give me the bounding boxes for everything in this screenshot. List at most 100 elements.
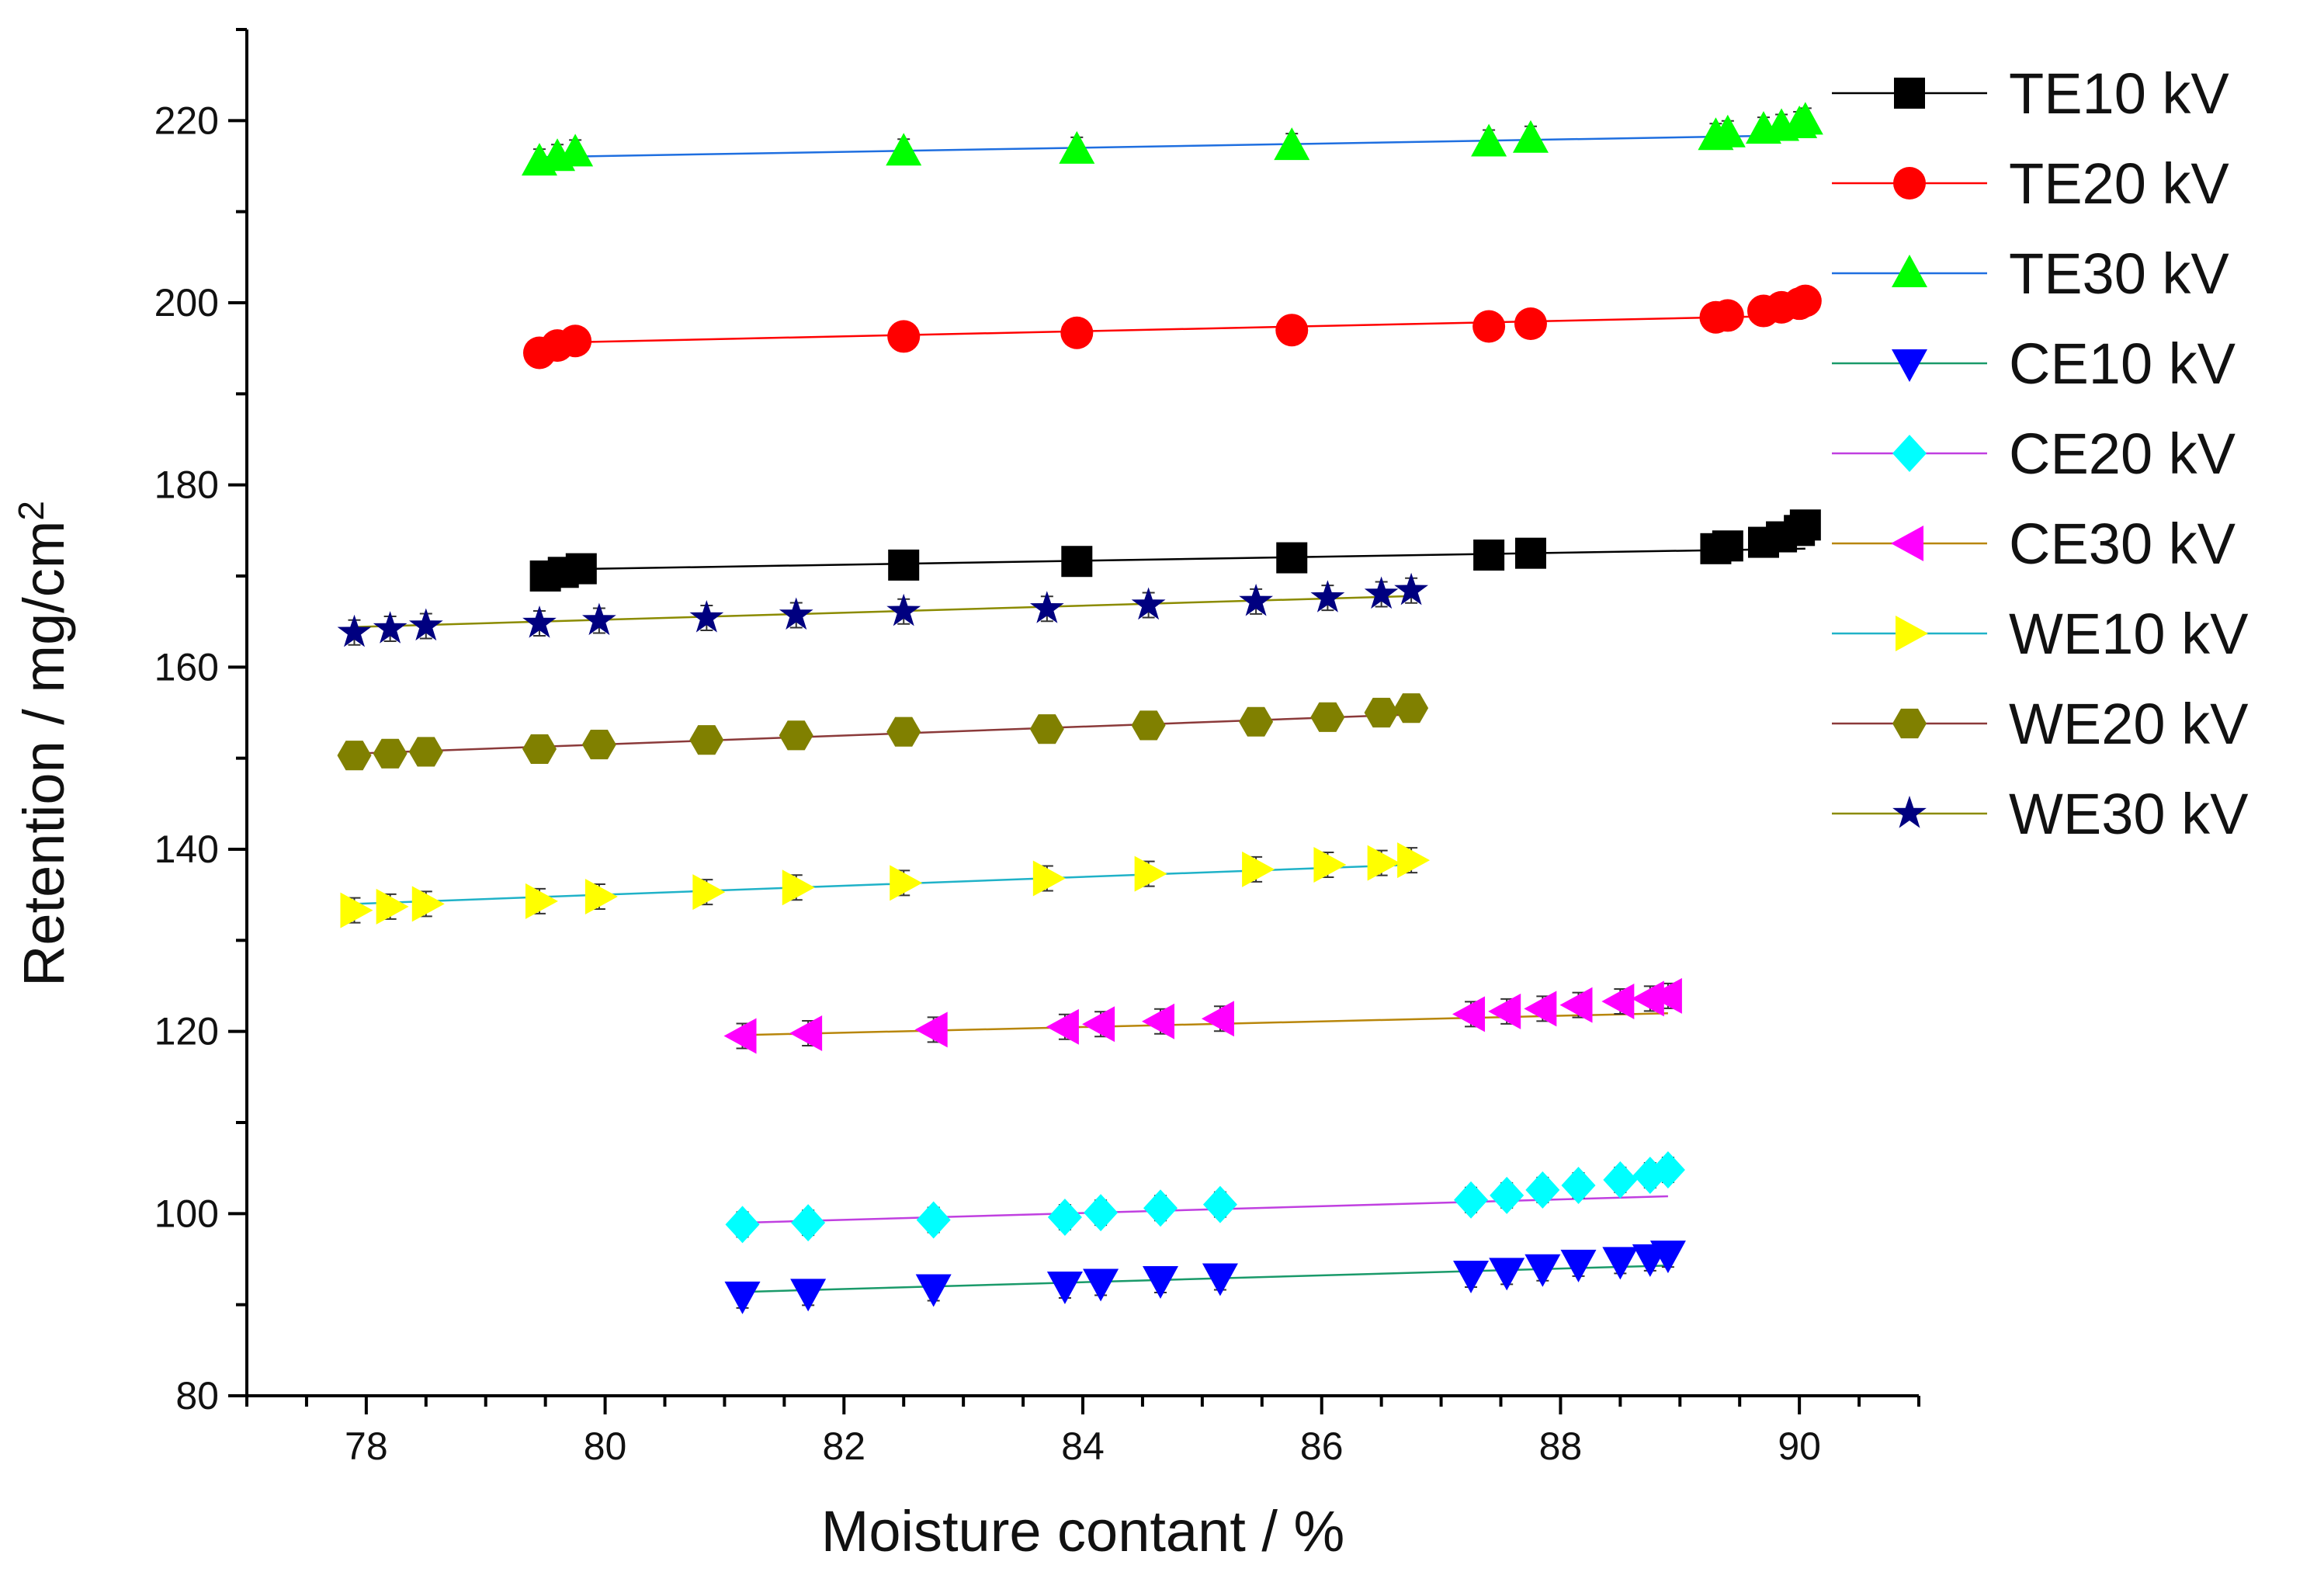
- y-axis-title-base: Retention / mg/cm: [12, 521, 76, 987]
- legend-marker-we10-kv: [1896, 616, 1928, 651]
- data-point-we20-kv: [408, 737, 443, 767]
- data-point-we10-kv: [890, 865, 923, 901]
- data-point-te30-kv: [1787, 102, 1823, 135]
- legend-marker-ce20-kv: [1892, 435, 1927, 472]
- legend-label: TE30 kV: [2009, 241, 2229, 306]
- data-point-we10-kv: [782, 869, 815, 906]
- data-point-we20-kv: [886, 717, 921, 747]
- data-point-we10-kv: [411, 886, 445, 922]
- legend-item-ce30-kv: CE30 kV: [1832, 512, 2236, 576]
- fit-line-te10-kv: [545, 547, 1805, 571]
- data-point-we10-kv: [1367, 845, 1400, 881]
- data-point-we20-kv: [1131, 710, 1166, 741]
- data-point-ce30-kv: [1559, 987, 1593, 1023]
- data-point-we30-kv: [522, 606, 557, 638]
- data-point-ce30-kv: [1201, 1001, 1234, 1037]
- legend-marker-ce10-kv: [1892, 349, 1927, 382]
- data-point-we10-kv: [692, 874, 726, 911]
- y-tick-label: 100: [154, 1192, 219, 1235]
- data-point-ce20-kv: [1603, 1161, 1638, 1199]
- y-axis-title: Retention / mg/cm2: [11, 501, 76, 987]
- y-tick-label: 200: [154, 281, 219, 324]
- data-point-te20-kv: [1514, 307, 1547, 340]
- legend-label: CE20 kV: [2009, 422, 2236, 486]
- data-point-ce20-kv: [916, 1201, 951, 1239]
- data-point-we10-kv: [1134, 855, 1167, 892]
- data-point-ce10-kv: [790, 1279, 827, 1312]
- data-point-te30-kv: [1512, 120, 1549, 153]
- legend-item-te10-kv: TE10 kV: [1832, 61, 2229, 126]
- data-point-ce20-kv: [1525, 1171, 1560, 1209]
- data-point-ce30-kv: [1488, 993, 1521, 1029]
- data-point-te30-kv: [1709, 114, 1746, 147]
- data-point-we10-kv: [1032, 860, 1066, 897]
- data-point-we30-kv: [779, 597, 813, 630]
- y-tick-label: 120: [154, 1010, 219, 1053]
- x-tick-label: 88: [1539, 1425, 1583, 1468]
- data-point-te10-kv: [1712, 530, 1743, 562]
- data-point-te30-kv: [1059, 130, 1095, 164]
- data-point-ce20-kv: [725, 1206, 760, 1244]
- x-tick-label: 78: [345, 1425, 388, 1468]
- data-point-ce30-kv: [1452, 996, 1486, 1032]
- data-point-ce10-kv: [1489, 1258, 1525, 1291]
- data-point-te10-kv: [565, 553, 597, 585]
- data-point-te30-kv: [557, 134, 594, 167]
- data-point-we20-kv: [1239, 706, 1274, 737]
- data-point-ce10-kv: [1453, 1260, 1490, 1293]
- legend-label: TE20 kV: [2009, 151, 2229, 216]
- y-tick-label: 80: [175, 1374, 219, 1418]
- data-point-we10-kv: [1313, 846, 1347, 883]
- data-point-we20-kv: [1310, 702, 1345, 732]
- data-point-ce20-kv: [1202, 1185, 1237, 1223]
- data-point-te10-kv: [1789, 509, 1821, 541]
- data-point-te10-kv: [1473, 540, 1505, 571]
- data-point-we30-kv: [1239, 583, 1273, 616]
- data-point-we20-kv: [337, 741, 372, 771]
- data-point-we30-kv: [1310, 580, 1345, 612]
- data-point-we20-kv: [373, 738, 408, 769]
- data-point-ce30-kv: [1524, 991, 1557, 1027]
- data-point-ce30-kv: [723, 1018, 757, 1054]
- data-point-ce10-kv: [1524, 1254, 1561, 1287]
- legend-label: CE10 kV: [2009, 331, 2236, 396]
- data-point-we30-kv: [1394, 572, 1428, 606]
- fit-line-te30-kv: [545, 134, 1805, 158]
- data-point-ce30-kv: [1046, 1008, 1079, 1045]
- data-point-te30-kv: [1274, 127, 1310, 161]
- legend-item-we20-kv: WE20 kV: [1832, 692, 2249, 756]
- x-tick-label: 84: [1061, 1425, 1105, 1468]
- y-tick-label: 140: [154, 828, 219, 871]
- data-point-we10-kv: [1242, 851, 1275, 887]
- legend-item-we10-kv: WE10 kV: [1832, 602, 2249, 666]
- data-point-ce10-kv: [1046, 1272, 1083, 1305]
- data-point-we30-kv: [582, 602, 616, 636]
- fit-line-te20-kv: [545, 314, 1805, 344]
- data-point-ce30-kv: [1601, 983, 1635, 1019]
- data-point-ce30-kv: [914, 1012, 948, 1048]
- data-point-ce20-kv: [1650, 1151, 1685, 1189]
- data-point-te10-kv: [1061, 546, 1093, 578]
- fit-line-ce30-kv: [742, 1012, 1668, 1036]
- data-point-we20-kv: [1394, 693, 1429, 724]
- data-point-we30-kv: [1131, 587, 1166, 620]
- data-point-te20-kv: [887, 320, 921, 353]
- legend-item-we30-kv: WE30 kV: [1832, 782, 2249, 846]
- data-point-ce10-kv: [1143, 1265, 1179, 1299]
- data-point-ce10-kv: [1560, 1249, 1597, 1282]
- data-point-ce10-kv: [724, 1281, 761, 1314]
- x-axis-title: Moisture contant / %: [821, 1499, 1345, 1563]
- data-point-ce30-kv: [1649, 977, 1682, 1014]
- data-point-te20-kv: [559, 324, 592, 358]
- data-point-we10-kv: [340, 892, 373, 928]
- x-tick-label: 90: [1778, 1425, 1821, 1468]
- y-tick-label: 180: [154, 463, 219, 507]
- legend: TE10 kV TE20 kV TE30 kV CE10 kV CE20 kV CE30 …: [1832, 61, 2249, 846]
- data-point-ce20-kv: [1084, 1194, 1119, 1232]
- data-point-ce20-kv: [1561, 1166, 1596, 1204]
- legend-label: WE20 kV: [2009, 692, 2249, 756]
- y-axis-title-superscript: 2: [11, 501, 51, 521]
- plot-frame: [245, 29, 1919, 1397]
- data-point-ce30-kv: [1142, 1003, 1175, 1039]
